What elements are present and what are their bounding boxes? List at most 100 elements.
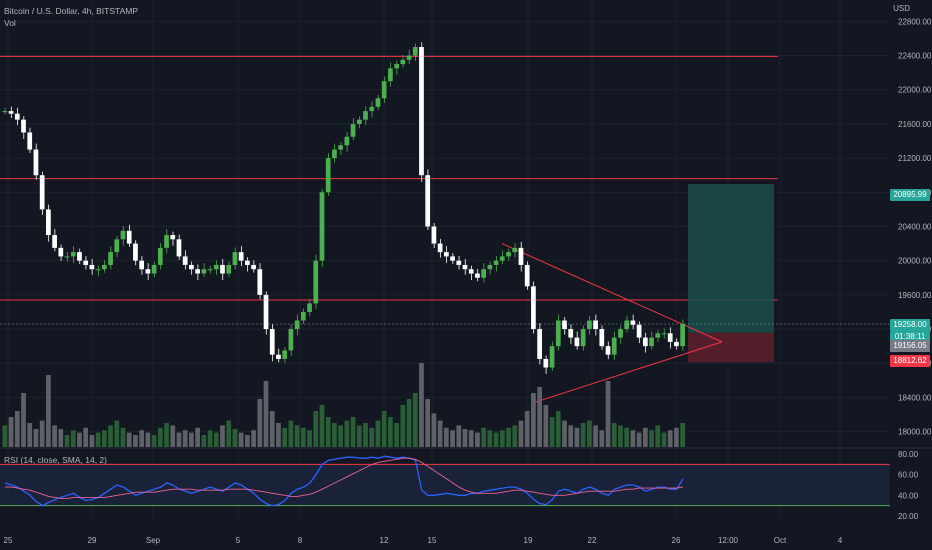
candle-body bbox=[450, 256, 455, 261]
price-tick-label: 22000.00 bbox=[898, 86, 932, 95]
volume-bar bbox=[120, 427, 126, 447]
candle-body bbox=[120, 230, 126, 240]
volume-bar bbox=[332, 423, 337, 447]
candle-body bbox=[58, 247, 64, 257]
volume-bar bbox=[133, 435, 138, 447]
candle-body bbox=[77, 252, 82, 261]
candle-body bbox=[649, 337, 654, 347]
volume-bar bbox=[269, 411, 275, 447]
candle-body bbox=[201, 269, 207, 274]
volume-bar bbox=[593, 425, 598, 447]
candle-body bbox=[642, 337, 648, 347]
candle-body bbox=[64, 256, 70, 258]
volume-bar bbox=[630, 430, 636, 447]
candle-body bbox=[524, 264, 530, 287]
candle-body bbox=[506, 252, 511, 257]
time-tick-label: 4 bbox=[838, 536, 843, 545]
volume-bar bbox=[481, 427, 487, 447]
volume-bar bbox=[425, 399, 431, 447]
volume-bar bbox=[151, 435, 157, 447]
volume-bar bbox=[52, 425, 57, 447]
rsi-tick-label: 80.00 bbox=[898, 450, 919, 459]
volume-bar bbox=[462, 429, 468, 447]
volume-bar bbox=[257, 399, 263, 447]
entry-price-tag: 19156.05 bbox=[890, 340, 930, 352]
time-tick-label: 26 bbox=[672, 536, 681, 545]
candle-body bbox=[263, 294, 269, 330]
candle-body bbox=[605, 346, 611, 355]
volume-bar bbox=[108, 425, 113, 447]
rsi-band bbox=[0, 464, 890, 506]
chart-title: Bitcoin / U.S. Dollar, 4h, BITSTAMP bbox=[4, 6, 138, 16]
volume-bar bbox=[207, 430, 213, 447]
price-tick-label: 18400.00 bbox=[898, 393, 932, 402]
volume-bar bbox=[101, 430, 107, 447]
volume-bar bbox=[14, 411, 20, 447]
price-tick-label: 22400.00 bbox=[898, 52, 932, 61]
candle-body bbox=[108, 252, 113, 265]
candle-body bbox=[431, 226, 437, 244]
candle-body bbox=[624, 320, 630, 330]
volume-bar bbox=[369, 427, 375, 447]
volume-bar bbox=[574, 427, 580, 447]
candle-body bbox=[220, 264, 225, 274]
candle-body bbox=[307, 303, 312, 312]
time-tick-label: 22 bbox=[588, 536, 597, 545]
candle-body bbox=[562, 320, 567, 330]
volume-bar bbox=[325, 417, 331, 447]
candle-body bbox=[443, 252, 449, 257]
volume-bar bbox=[182, 430, 188, 447]
candle-body bbox=[499, 256, 505, 261]
candle-body bbox=[2, 111, 8, 113]
volume-bar bbox=[568, 425, 574, 447]
price-tick-label: 21600.00 bbox=[898, 120, 932, 129]
candle-body bbox=[282, 350, 288, 359]
volume-bar bbox=[70, 430, 76, 447]
candle-body bbox=[593, 320, 598, 330]
volume-bar bbox=[456, 425, 462, 447]
candle-body bbox=[425, 175, 431, 227]
candle-body bbox=[95, 269, 101, 271]
candle-body bbox=[537, 329, 542, 359]
candle-body bbox=[655, 333, 661, 338]
currency-label: USD bbox=[893, 4, 910, 13]
volume-bar bbox=[363, 423, 368, 447]
candle-body bbox=[618, 329, 623, 338]
candle-body bbox=[232, 252, 238, 265]
candle-body bbox=[114, 239, 120, 253]
triangle-lower-line bbox=[533, 341, 723, 404]
candle-body bbox=[611, 337, 617, 355]
candle-body bbox=[8, 111, 14, 114]
candle-body bbox=[338, 145, 343, 150]
candle-body bbox=[207, 269, 213, 271]
volume-bar bbox=[356, 425, 362, 447]
target-zone bbox=[688, 184, 774, 333]
candle-body bbox=[667, 333, 673, 342]
candle-body bbox=[27, 132, 33, 150]
candle-body bbox=[363, 111, 368, 120]
time-tick-label: Oct bbox=[774, 536, 787, 545]
candle-body bbox=[33, 149, 39, 176]
volume-bar bbox=[375, 420, 381, 447]
volume-bar bbox=[437, 420, 443, 447]
volume-bar bbox=[245, 435, 250, 447]
volume-bar bbox=[636, 432, 642, 447]
volume-bar bbox=[443, 427, 449, 447]
candle-body bbox=[400, 59, 406, 65]
price-tick-label: 20400.00 bbox=[898, 222, 932, 231]
rsi-line bbox=[4, 455, 684, 507]
candle-body bbox=[89, 264, 95, 270]
volume-bar bbox=[145, 432, 151, 447]
volume-bar bbox=[468, 430, 474, 447]
volume-bar bbox=[543, 405, 549, 447]
price-tick-label: 20000.00 bbox=[898, 257, 932, 266]
candle-body bbox=[468, 269, 474, 274]
volume-bar bbox=[226, 420, 232, 447]
candle-body bbox=[300, 311, 306, 321]
candle-body bbox=[245, 260, 250, 265]
volume-bar bbox=[33, 429, 39, 447]
candle-body bbox=[549, 346, 555, 368]
volume-bar bbox=[450, 430, 455, 447]
candle-body bbox=[251, 264, 256, 270]
